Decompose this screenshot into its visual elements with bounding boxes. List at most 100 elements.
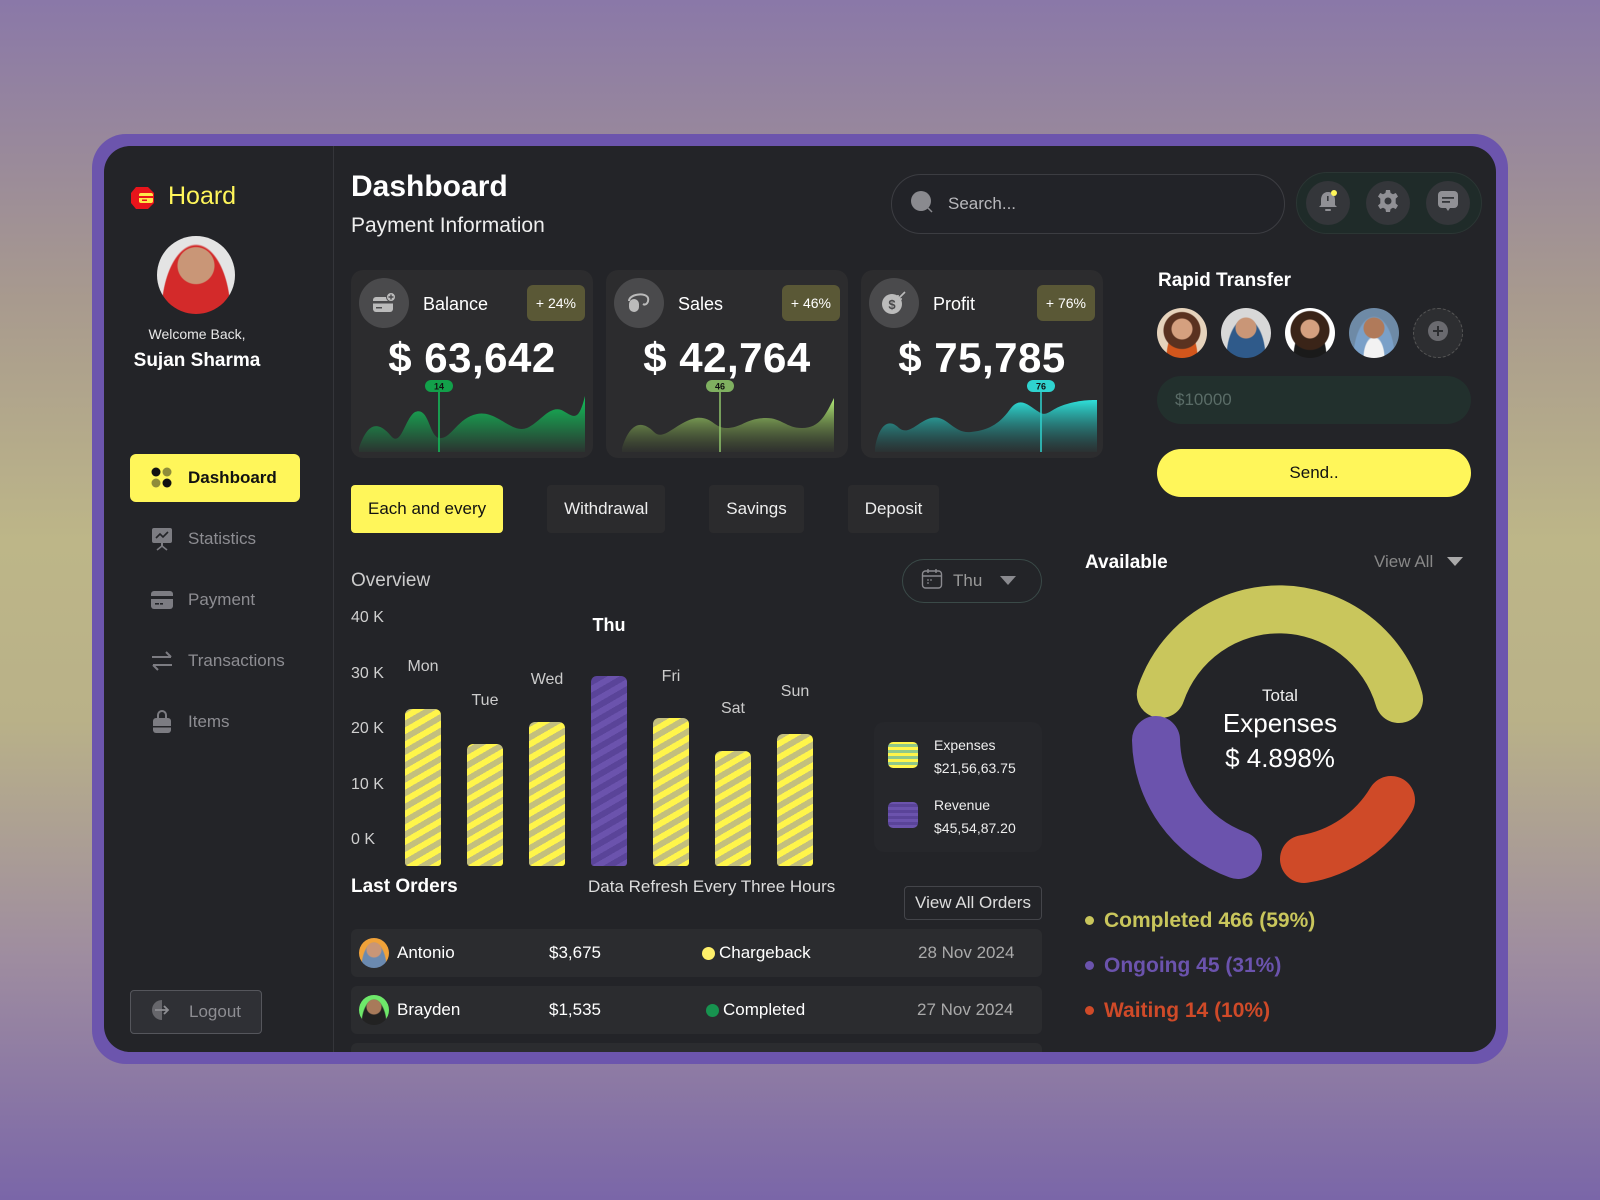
- tab-savings[interactable]: Savings: [709, 485, 804, 533]
- profit-card[interactable]: $ Profit + 76% $ 75,785 76: [861, 270, 1103, 458]
- donut-segment-ongoing[interactable]: [1132, 716, 1262, 879]
- send-button[interactable]: Send..: [1157, 449, 1471, 497]
- card-value: $ 42,764: [643, 334, 811, 381]
- sales-sparkline: 46: [622, 380, 834, 452]
- presentation-chart-icon: [150, 528, 174, 551]
- sidebar-item-items[interactable]: Items: [130, 698, 300, 746]
- customer-avatar: [359, 995, 389, 1025]
- sidebar-item-dashboard[interactable]: Dashboard: [130, 454, 300, 502]
- stat-completed: Completed 466 (59%): [1085, 898, 1315, 943]
- order-status: Completed: [706, 986, 805, 1034]
- tab-each-and-every[interactable]: Each and every: [351, 485, 504, 533]
- bar-sat[interactable]: [715, 751, 751, 866]
- card-label: Profit: [933, 294, 976, 314]
- bar-thu[interactable]: [591, 676, 627, 866]
- bar-mon[interactable]: [405, 709, 441, 866]
- search-input[interactable]: [948, 194, 1248, 214]
- user-avatar[interactable]: [157, 236, 235, 314]
- y-tick: 30 K: [351, 665, 384, 682]
- arrows-swap-icon: [150, 650, 174, 672]
- change-badge: + 24%: [526, 285, 585, 321]
- logout-button[interactable]: Logout: [130, 990, 262, 1034]
- view-all-dropdown[interactable]: View All: [1374, 552, 1464, 572]
- status-dot: [1085, 961, 1094, 970]
- sparkline-marker: 46: [715, 382, 725, 392]
- card-value: $ 75,785: [898, 334, 1066, 381]
- donut-total-label: Total: [1262, 686, 1298, 705]
- contact-avatar[interactable]: [1157, 308, 1207, 358]
- view-all-orders-button[interactable]: View All Orders: [904, 886, 1042, 920]
- contact-list: [1157, 308, 1463, 358]
- calendar-icon: [921, 568, 943, 595]
- y-tick: 0 K: [351, 831, 376, 848]
- page-subtitle: Payment Information: [351, 214, 545, 237]
- contact-avatar[interactable]: [1349, 308, 1399, 358]
- balance-card[interactable]: Balance + 24% $ 63,642 14: [351, 270, 593, 458]
- sidebar-item-label: Dashboard: [188, 468, 277, 487]
- legend-label: Expenses: [934, 737, 996, 753]
- bar-wed[interactable]: [529, 722, 565, 866]
- customer-avatar: [359, 938, 389, 968]
- contact-avatar[interactable]: [1221, 308, 1271, 358]
- status-dot: [1085, 916, 1094, 925]
- tab-deposit[interactable]: Deposit: [847, 485, 940, 533]
- bar-label: Wed: [530, 671, 564, 688]
- order-row[interactable]: Brayden $1,535 Completed 27 Nov 2024: [351, 986, 1042, 1034]
- y-tick: 10 K: [351, 776, 384, 793]
- change-badge: + 76%: [1036, 285, 1095, 321]
- order-row[interactable]: Antonio $3,675 Chargeback 28 Nov 2024: [351, 929, 1042, 977]
- contact-avatar[interactable]: [1285, 308, 1335, 358]
- grid-icon: [150, 467, 174, 489]
- welcome-text: Welcome Back,: [148, 326, 246, 342]
- bar-tue[interactable]: [467, 744, 503, 866]
- sidebar-nav: Dashboard Statistics Payment Transaction…: [130, 454, 300, 759]
- donut-value: $ 4.898%: [1225, 743, 1335, 773]
- tab-withdrawal[interactable]: Withdrawal: [547, 485, 666, 533]
- donut-center-label: Total Expenses $ 4.898%: [1180, 686, 1380, 774]
- sidebar-item-statistics[interactable]: Statistics: [130, 515, 300, 563]
- chat-icon: [1437, 189, 1459, 217]
- order-date: 27 Nov 2024: [917, 1000, 1014, 1019]
- bar-label: Mon: [407, 658, 439, 675]
- notifications-button[interactable]: [1306, 181, 1350, 225]
- customer-name: Antonio: [397, 943, 455, 962]
- messages-button[interactable]: [1426, 181, 1470, 225]
- day-dropdown[interactable]: Thu: [902, 559, 1042, 603]
- stat-ongoing: Ongoing 45 (31%): [1085, 943, 1315, 988]
- bar-label: Tue: [471, 692, 499, 709]
- sales-card[interactable]: Sales + 46% $ 42,764 46: [606, 270, 848, 458]
- search-bar[interactable]: [891, 174, 1285, 234]
- donut-segment-completed[interactable]: [1136, 585, 1423, 723]
- brand[interactable]: Hoard: [130, 182, 236, 211]
- bar-fri[interactable]: [653, 718, 689, 866]
- add-contact-button[interactable]: [1413, 308, 1463, 358]
- sparkline-marker: 14: [434, 382, 444, 392]
- y-tick: 20 K: [351, 720, 384, 737]
- amount-input[interactable]: [1157, 376, 1471, 424]
- legend-revenue: Revenue $45,54,87.20: [888, 794, 1016, 840]
- brand-name: Hoard: [168, 182, 237, 210]
- chart-legend: Expenses $21,56,63.75 Revenue $45,54,87.…: [874, 722, 1042, 852]
- status-dot: [1085, 1006, 1094, 1015]
- sidebar-item-label: Transactions: [188, 651, 285, 670]
- bar-label: Sat: [720, 700, 745, 717]
- bar-label-highlight: Thu: [592, 615, 626, 635]
- customer-name: Brayden: [397, 1000, 461, 1019]
- search-icon: [910, 190, 934, 218]
- profit-sparkline: 76: [875, 380, 1097, 452]
- status-label: Completed: [723, 1000, 806, 1019]
- settings-button[interactable]: [1366, 181, 1410, 225]
- bar-sun[interactable]: [777, 734, 813, 866]
- donut-segment-waiting[interactable]: [1280, 776, 1415, 883]
- overview-title: Overview: [351, 570, 431, 591]
- sidebar-item-label: Items: [188, 712, 230, 731]
- order-row-partial[interactable]: [351, 1043, 1042, 1052]
- sidebar-item-payment[interactable]: Payment: [130, 576, 300, 624]
- sidebar: Hoard Welcome Back, Sujan Sharma Dashboa…: [104, 146, 334, 1052]
- status-label: Chargeback: [719, 943, 811, 962]
- view-all-label: View All: [1374, 552, 1434, 571]
- stat-waiting: Waiting 14 (10%): [1085, 988, 1315, 1033]
- bell-icon: [1317, 189, 1339, 217]
- sparkline-marker: 76: [1036, 382, 1046, 392]
- sidebar-item-transactions[interactable]: Transactions: [130, 637, 300, 685]
